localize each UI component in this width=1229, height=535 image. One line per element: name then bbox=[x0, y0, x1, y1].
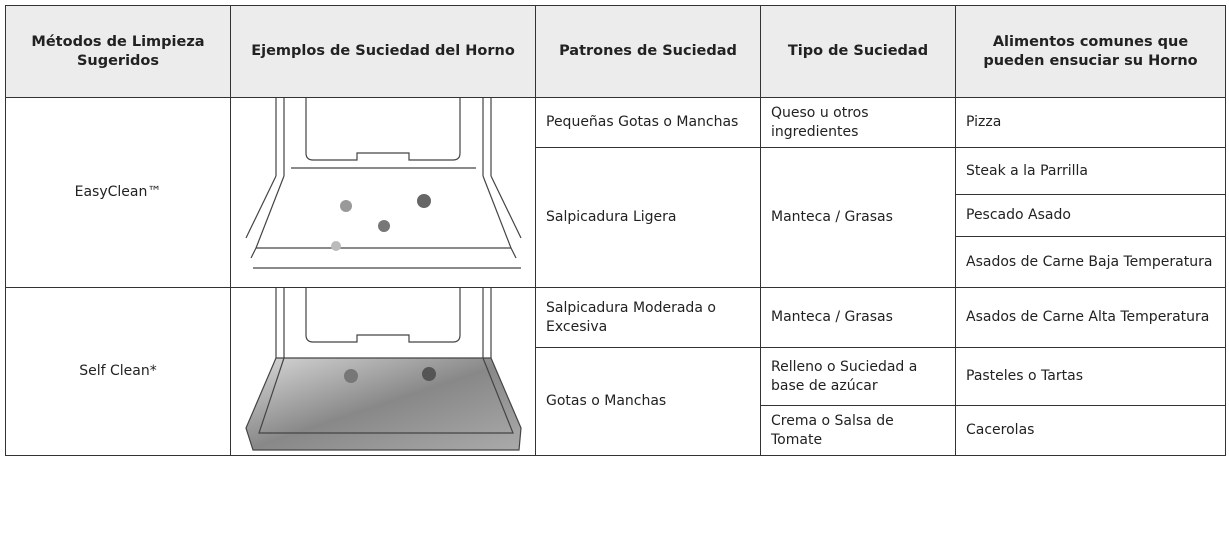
soil-type: Relleno o Suciedad a base de azúcar bbox=[760, 347, 956, 406]
food: Asados de Carne Baja Temperatura bbox=[955, 236, 1226, 288]
pattern: Salpicadura Ligera bbox=[535, 147, 761, 288]
oven-image bbox=[230, 287, 536, 456]
oven-illustration bbox=[245, 288, 522, 451]
row: EasyClean™ Pequeñas Gotas o Manchas Ques… bbox=[5, 97, 1226, 288]
food: Pasteles o Tartas bbox=[955, 347, 1226, 406]
pattern: Gotas o Manchas bbox=[535, 347, 761, 456]
row: Self Clean* Salpicadura Moderada o Exces… bbox=[5, 287, 1226, 456]
header-cell: Ejemplos de Suciedad del Horno bbox=[230, 5, 536, 98]
food: Asados de Carne Alta Temperatura bbox=[955, 287, 1226, 348]
method: Self Clean* bbox=[5, 287, 231, 456]
soil-type: Queso u otros ingredientes bbox=[760, 97, 956, 148]
oven-illustration bbox=[245, 98, 522, 269]
oven-image bbox=[230, 97, 536, 288]
header-cell: Patrones de Suciedad bbox=[535, 5, 761, 98]
soil-type: Manteca / Grasas bbox=[760, 287, 956, 348]
header-cell: Tipo de Suciedad bbox=[760, 5, 956, 98]
row: Crema o Salsa de Tomate Cacerolas bbox=[6, 405, 1226, 456]
food: Pescado Asado bbox=[955, 194, 1226, 237]
food: Steak a la Parrilla bbox=[955, 147, 1226, 195]
cleaning-table: Métodos de Limpieza Sugeridos Ejemplos d… bbox=[5, 5, 1226, 456]
method: EasyClean™ bbox=[5, 97, 231, 288]
header-cell: Alimentos comunes que pueden ensuciar su… bbox=[955, 5, 1226, 98]
food: Cacerolas bbox=[955, 405, 1226, 456]
pattern: Pequeñas Gotas o Manchas bbox=[535, 97, 761, 148]
header-row: Métodos de Limpieza Sugeridos Ejemplos d… bbox=[5, 5, 1226, 98]
header-cell: Métodos de Limpieza Sugeridos bbox=[5, 5, 231, 98]
row: Gotas o Manchas Relleno o Suciedad a bas… bbox=[6, 347, 1226, 456]
row: Salpicadura Ligera Manteca / Grasas Stea… bbox=[6, 147, 1226, 288]
row: Pescado Asado bbox=[6, 194, 1226, 237]
row: Asados de Carne Baja Temperatura bbox=[6, 236, 1226, 288]
soil-type: Manteca / Grasas bbox=[760, 147, 956, 288]
soil-type: Crema o Salsa de Tomate bbox=[760, 405, 956, 456]
pattern: Salpicadura Moderada o Excesiva bbox=[535, 287, 761, 348]
food: Pizza bbox=[955, 97, 1226, 148]
